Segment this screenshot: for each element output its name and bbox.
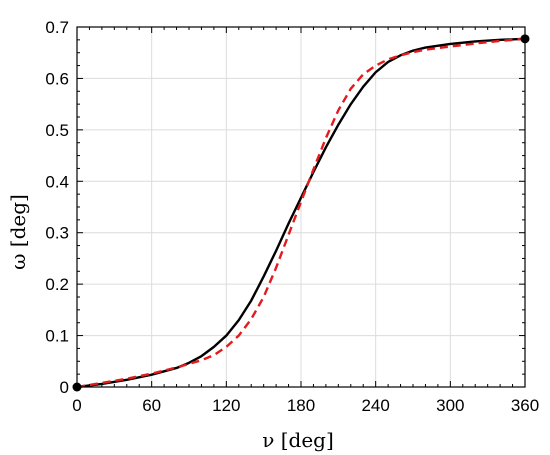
x-axis-label: ν [deg] bbox=[262, 428, 334, 452]
y-tick-label: 0.7 bbox=[45, 18, 69, 37]
y-tick-label: 0.5 bbox=[45, 121, 69, 140]
x-tick-label: 0 bbox=[72, 396, 81, 415]
y-tick-label: 0.1 bbox=[45, 327, 69, 346]
x-tick-label: 360 bbox=[511, 396, 539, 415]
y-tick-label: 0.2 bbox=[45, 275, 69, 294]
x-tick-label: 60 bbox=[142, 396, 161, 415]
y-tick-label: 0.3 bbox=[45, 224, 69, 243]
y-tick-label: 0 bbox=[60, 378, 69, 397]
x-tick-label: 120 bbox=[212, 396, 240, 415]
x-tick-label: 300 bbox=[436, 396, 464, 415]
dashed-series-line bbox=[76, 37, 526, 389]
y-tick-label: 0.4 bbox=[45, 172, 69, 191]
y-axis-label: ω [deg] bbox=[6, 194, 30, 270]
y-tick-label: 0.6 bbox=[45, 69, 69, 88]
x-tick-label: 180 bbox=[287, 396, 315, 415]
x-tick-label: 240 bbox=[361, 396, 389, 415]
